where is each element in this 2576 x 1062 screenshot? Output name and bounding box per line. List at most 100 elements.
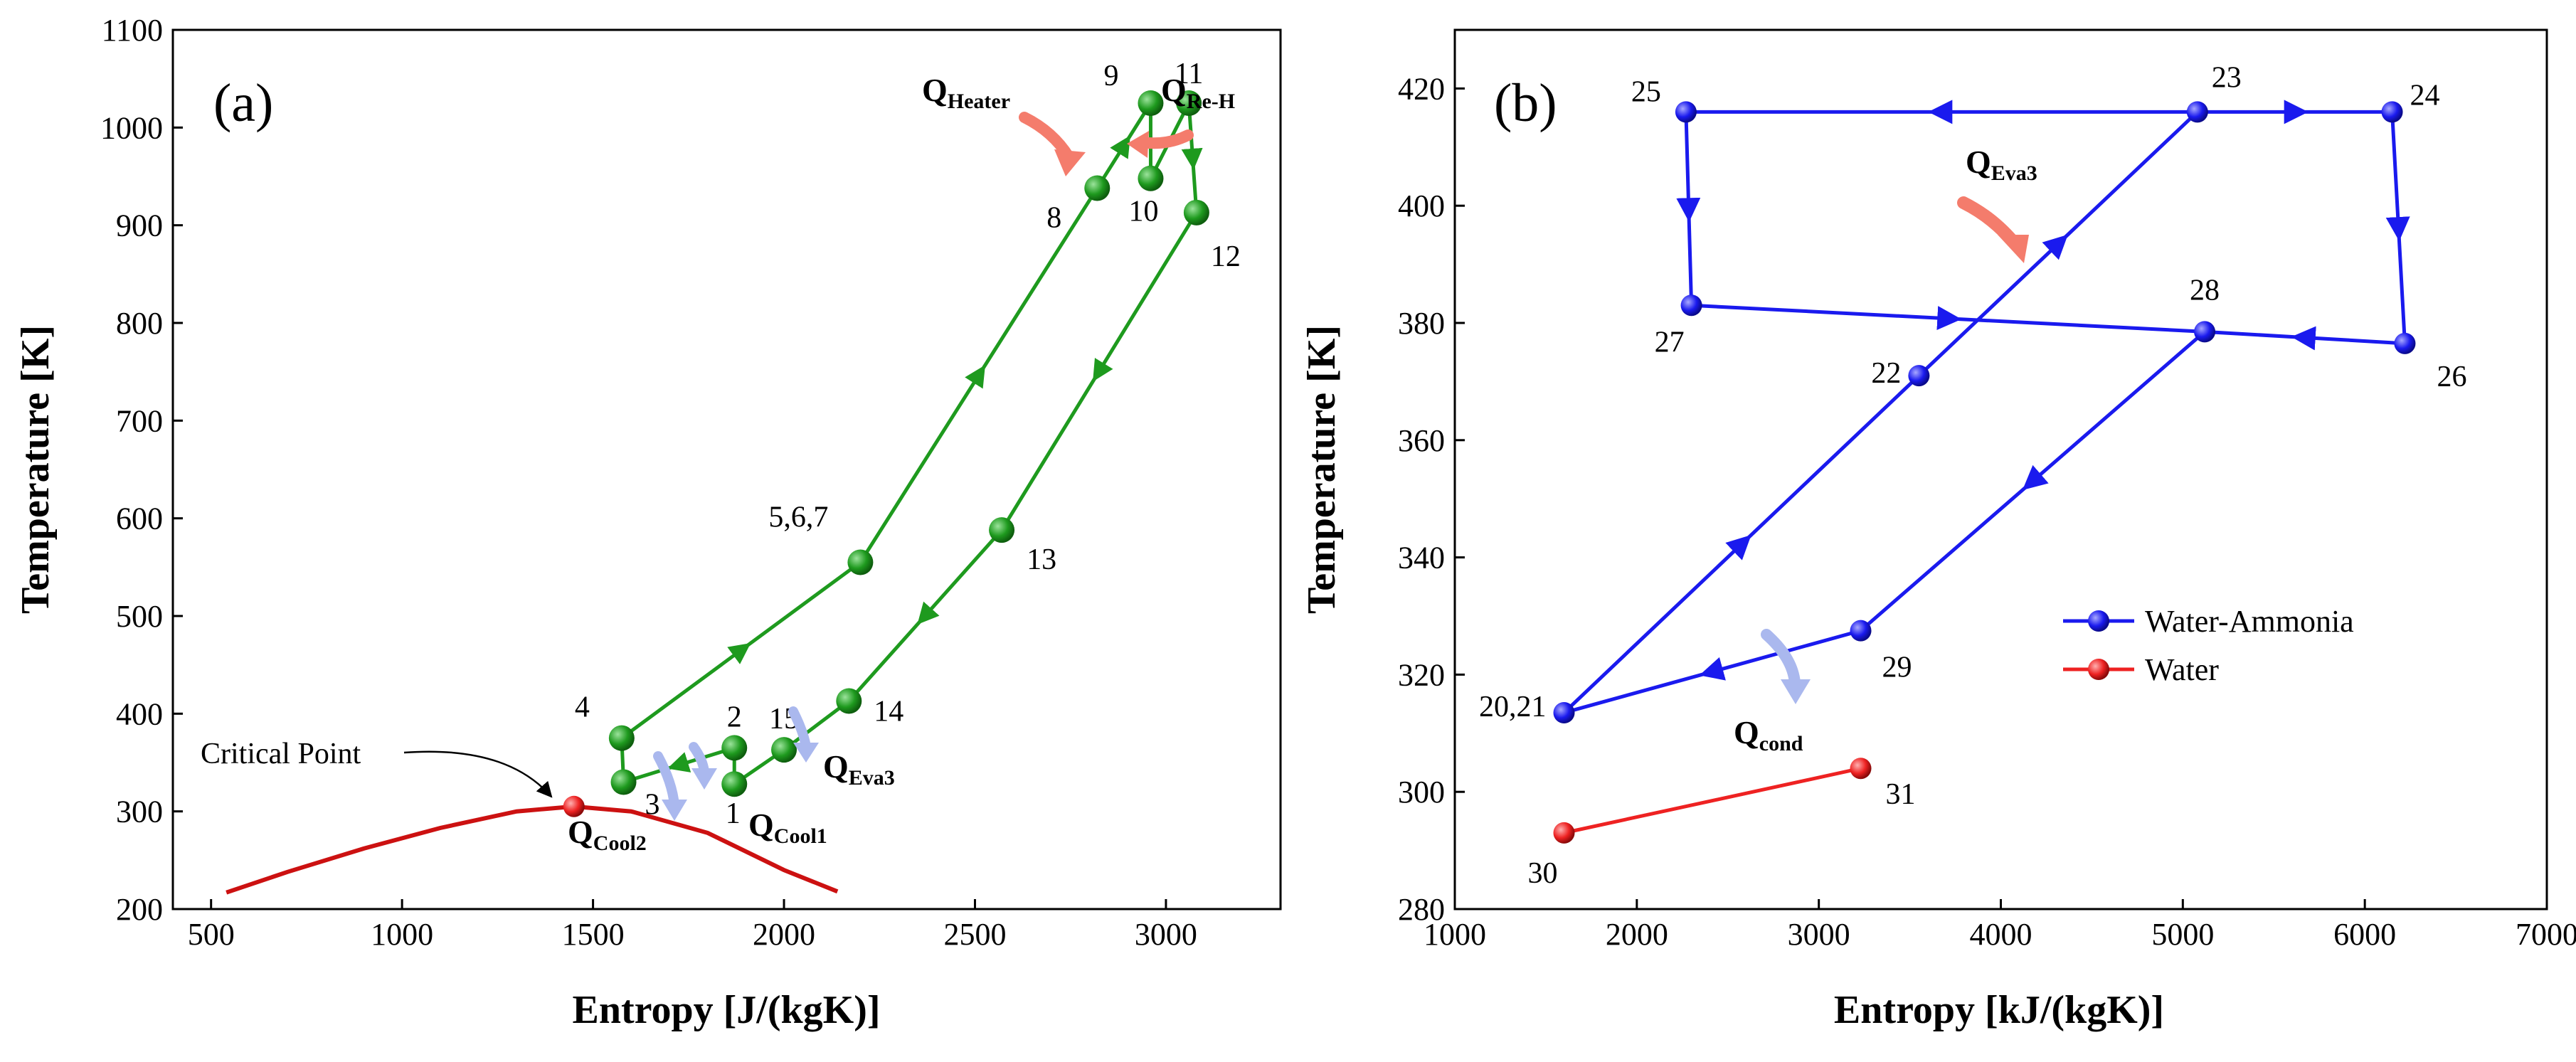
x-tick-label-b: 1000 <box>1424 917 1486 952</box>
state-point-4-a <box>608 725 635 751</box>
state-label-8-a: 8 <box>1046 201 1061 234</box>
x-axis-label-b: Entropy [kJ/(kgK)] <box>1834 988 2164 1032</box>
svg-text:Water-Ammonia: Water-Ammonia <box>2145 604 2354 639</box>
state-point-8-a <box>1084 175 1111 201</box>
heat-out-arrowhead-cool2 <box>662 800 687 821</box>
state-point-3-a <box>610 769 637 795</box>
x-tick-label-b: 5000 <box>2151 917 2214 952</box>
y-tick-label-b: 320 <box>1398 657 1445 692</box>
state-point-22-b <box>1908 365 1930 387</box>
panel-tag-a: (a) <box>213 73 273 133</box>
state-point-13-a <box>989 517 1015 543</box>
legend-item-water-ammonia: Water-Ammonia <box>2063 604 2354 639</box>
heat-in-arrowhead-heater <box>1054 149 1086 176</box>
state-point-30-b <box>1553 822 1575 844</box>
y-tick-label-a: 200 <box>116 892 163 927</box>
panel-b: 1000 2000 3000 4000 5000 6000 7000 280 300 320 340… <box>1300 28 2576 1032</box>
heat-out-arrowhead-eva3 <box>793 743 819 763</box>
x-tick-label-b: 6000 <box>2333 917 2396 952</box>
x-axis-label-a: Entropy [J/(kgK)] <box>573 988 881 1032</box>
y-tick-label-a: 1100 <box>102 13 163 48</box>
y-tick-label-a: 500 <box>116 599 163 634</box>
water-path-0-segment <box>1562 766 1863 835</box>
panel-a: 500 1000 1500 2000 2500 3000 200 300 400 500 600 70… <box>14 13 1282 1032</box>
heat-label-eva3-a: QEva3 <box>823 748 895 790</box>
heat-label-eva3-b: QEva3 <box>1966 144 2037 185</box>
x-tick-label-a: 1000 <box>371 917 433 952</box>
state-label-12-a: 12 <box>1211 240 1241 273</box>
state-point-9-a <box>1138 90 1164 116</box>
y-tick-label-b: 340 <box>1398 541 1445 575</box>
heat-out-arrow-cond <box>1761 629 1801 689</box>
state-point-26-b <box>2394 332 2416 354</box>
heat-label-heater: QHeater <box>922 72 1010 113</box>
state-label-14-a: 14 <box>874 695 903 728</box>
state-label-29-b: 29 <box>1882 652 1912 684</box>
heat-label-reheat: QRe-H <box>1161 72 1235 113</box>
state-label-3-a: 3 <box>645 788 660 821</box>
state-label-25-b: 25 <box>1631 75 1661 108</box>
svg-text:Water: Water <box>2145 652 2219 687</box>
series-group-b <box>1562 100 2410 835</box>
y-tick-label-a: 1000 <box>100 110 163 145</box>
heat-out-arrowhead-cond <box>1781 679 1811 704</box>
y-tick-label-b: 380 <box>1398 306 1445 341</box>
x-tick-label-b: 7000 <box>2516 917 2576 952</box>
state-point-1-a <box>721 771 748 797</box>
state-point-28-b <box>2194 321 2216 343</box>
y-tick-label-b: 300 <box>1398 775 1445 809</box>
x-tick-label-b: 2000 <box>1606 917 1668 952</box>
heat-label-cool2: QCool2 <box>568 814 647 855</box>
y-tick-label-b: 280 <box>1398 892 1445 927</box>
critical-point-pointer <box>403 750 553 798</box>
heat-label-cool1: QCool1 <box>748 807 827 848</box>
y-tick-label-b: 400 <box>1398 188 1445 223</box>
x-tick-label-a: 2000 <box>753 917 815 952</box>
heat-label-cond: Qcond <box>1734 714 1803 755</box>
state-label-13-a: 13 <box>1027 543 1056 576</box>
state-point-2-a <box>721 735 748 761</box>
x-tick-label-a: 500 <box>188 917 235 952</box>
main-cycle-segment <box>782 699 851 752</box>
y-tick-label-b: 360 <box>1398 423 1445 458</box>
y-tick-label-a: 800 <box>116 306 163 341</box>
state-point-15-a <box>771 737 797 763</box>
state-label-28-b: 28 <box>2190 274 2220 307</box>
y-tick-label-a: 400 <box>116 696 163 731</box>
x-tick-label-b: 3000 <box>1788 917 1850 952</box>
state-point-12-a <box>1183 199 1209 225</box>
y-axis-label-a: Temperature [K] <box>14 325 58 614</box>
state-label-24-b: 24 <box>2410 79 2440 112</box>
legend: Water-Ammonia Water <box>2063 604 2354 687</box>
state-label-22-b: 22 <box>1871 357 1901 390</box>
state-label-11-a: 11 <box>1175 58 1203 90</box>
y-tick-label-a: 600 <box>116 501 163 536</box>
state-label-20-21-b: 20,21 <box>1479 691 1547 723</box>
state-label-26-b: 26 <box>2437 361 2466 393</box>
heat-out-arrowhead-cool1 <box>691 768 717 790</box>
y-tick-label-a: 900 <box>116 208 163 243</box>
state-point-24-b <box>2381 101 2403 123</box>
state-point-27-b <box>1680 294 1702 317</box>
state-point-5-6-7-a <box>847 549 874 575</box>
y-tick-label-a: 700 <box>116 403 163 438</box>
y-tick-label-b: 420 <box>1398 71 1445 106</box>
state-label-2-a: 2 <box>727 701 742 733</box>
state-label-1-a: 1 <box>726 797 741 830</box>
x-tick-label-a: 2500 <box>943 917 1006 952</box>
state-point-31-b <box>1850 758 1872 780</box>
state-point-20-21-b <box>1553 701 1575 723</box>
state-point-14-a <box>836 688 862 714</box>
heat-in-arrowhead-reheat <box>1127 131 1149 158</box>
saturation-dome-line <box>226 804 839 895</box>
state-point-11-a <box>1176 90 1202 116</box>
x-tick-label-a: 3000 <box>1135 917 1197 952</box>
state-point-29-b <box>1850 620 1872 642</box>
points-group-b: 20,21 22 23 24 25 26 27 28 29 30 31 <box>1479 61 2466 890</box>
state-label-30-b: 30 <box>1528 857 1558 890</box>
state-label-9-a: 9 <box>1103 60 1118 92</box>
state-label-31-b: 31 <box>1886 778 1916 811</box>
heat-in-arrowhead-eva3-b <box>1998 235 2029 263</box>
